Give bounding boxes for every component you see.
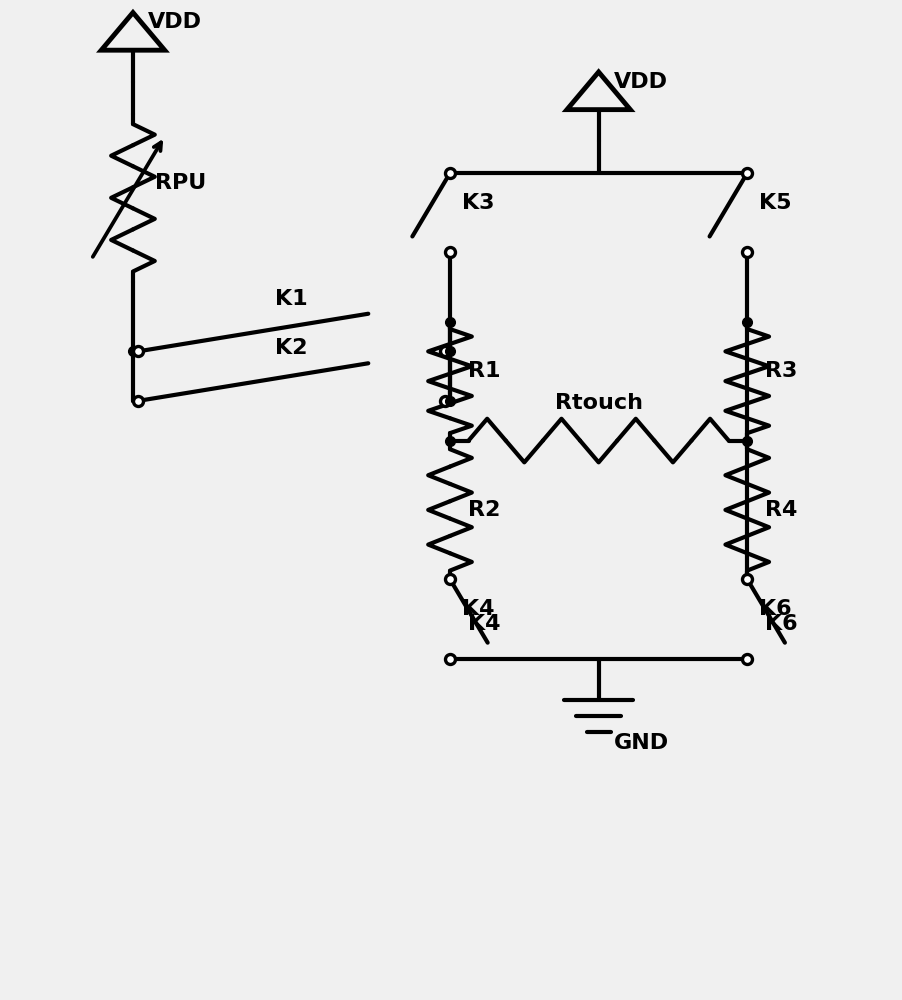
Text: GND: GND [612, 733, 667, 753]
Text: R1: R1 [467, 361, 500, 381]
Text: K5: K5 [759, 193, 791, 213]
Text: K3: K3 [462, 193, 494, 213]
Text: VDD: VDD [148, 12, 202, 32]
Text: R2: R2 [467, 500, 500, 520]
Text: K4: K4 [467, 614, 500, 634]
Text: R4: R4 [764, 500, 796, 520]
Text: K1: K1 [275, 289, 308, 309]
Text: K6: K6 [764, 614, 796, 634]
Text: K2: K2 [275, 338, 308, 358]
Text: RPU: RPU [154, 173, 206, 193]
Text: VDD: VDD [612, 72, 667, 92]
Text: Rtouch: Rtouch [554, 393, 642, 413]
Text: K4: K4 [462, 599, 494, 619]
Text: K6: K6 [759, 599, 791, 619]
Text: R3: R3 [764, 361, 796, 381]
